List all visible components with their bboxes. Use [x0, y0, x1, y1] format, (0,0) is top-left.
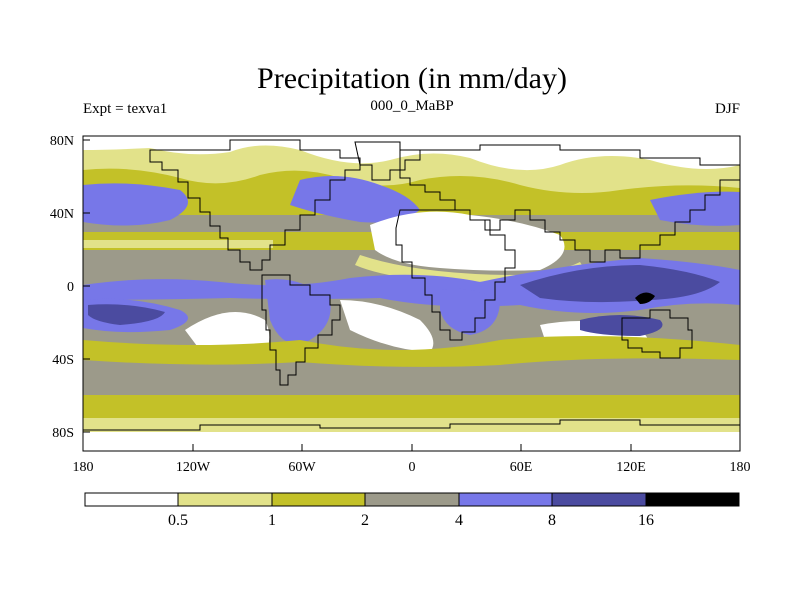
colorbar-label-1: 1: [268, 512, 276, 529]
antarctica-outline: [83, 419, 740, 431]
colorbar-label-0-5: 0.5: [168, 512, 188, 529]
colorbar-box-2: [177, 492, 273, 507]
axis-ticks: [82, 139, 741, 451]
x-tick-labels: 180 120W 60W 0 60E 120E 180: [73, 460, 751, 475]
south-atlantic-dry: [340, 300, 434, 352]
antarctica-dry: [83, 432, 740, 451]
y-tick-40n: 40N: [50, 207, 74, 222]
precipitation-map: [83, 136, 740, 451]
colorbar-box-3: [271, 492, 366, 507]
x-tick-0: 0: [409, 460, 416, 475]
band-south-light: [83, 418, 740, 436]
colorbar-box-4: [364, 492, 460, 507]
y-tick-80s: 80S: [52, 426, 74, 441]
time-label: 000_0_MaBP: [370, 98, 453, 114]
figure-title: Precipitation (in mm/day): [257, 62, 567, 95]
x-tick-120e: 120E: [616, 460, 646, 475]
north-yellow-band: [83, 168, 740, 215]
north-america-outline: [149, 139, 361, 271]
north-west-pacific-storm-track: [650, 191, 740, 226]
y-tick-40s: 40S: [52, 353, 74, 368]
colorbar-label-2: 2: [361, 512, 369, 529]
colorbar-label-16: 16: [638, 512, 654, 529]
y-tick-80n: 80N: [50, 134, 74, 149]
colorbar-box-7: [645, 492, 740, 507]
south-america-outline: [261, 274, 341, 386]
maritime-continent-extreme: [635, 292, 655, 304]
x-tick-60e: 60E: [510, 460, 533, 475]
north-atlantic-storm-track: [290, 176, 420, 223]
x-tick-60w: 60W: [288, 460, 316, 475]
coastlines: [83, 139, 740, 431]
x-tick-120w: 120W: [176, 460, 211, 475]
x-tick-180w: 180: [73, 460, 94, 475]
colorbar-labels: 0.5 1 2 4 8 16: [168, 512, 654, 529]
south-indian-storm-track: [580, 315, 663, 336]
subtropics-north-light: [83, 240, 273, 248]
y-tick-labels: 80N 40N 0 40S 80S: [50, 134, 74, 441]
colorbar-label-4: 4: [455, 512, 463, 529]
south-amazon-wet: [265, 279, 331, 345]
south-subtropics-yellow: [83, 336, 740, 367]
season-label: DJF: [715, 101, 740, 117]
colorbar: [84, 492, 740, 507]
colorbar-box-5: [458, 492, 553, 507]
sahara-dry: [370, 211, 565, 271]
australia-outline: [621, 309, 693, 359]
arctic-dry: [83, 136, 740, 171]
x-tick-180e: 180: [730, 460, 751, 475]
africa-outline: [395, 209, 516, 341]
colorbar-box-6: [551, 492, 647, 507]
maritime-continent-heavy: [520, 265, 720, 303]
north-pacific-storm-track: [83, 183, 188, 226]
experiment-label: Expt = texva1: [83, 101, 167, 117]
colorbar-box-1: [84, 492, 179, 507]
y-tick-0: 0: [67, 280, 74, 295]
colorbar-label-8: 8: [548, 512, 556, 529]
south-pacific-core: [88, 304, 165, 325]
